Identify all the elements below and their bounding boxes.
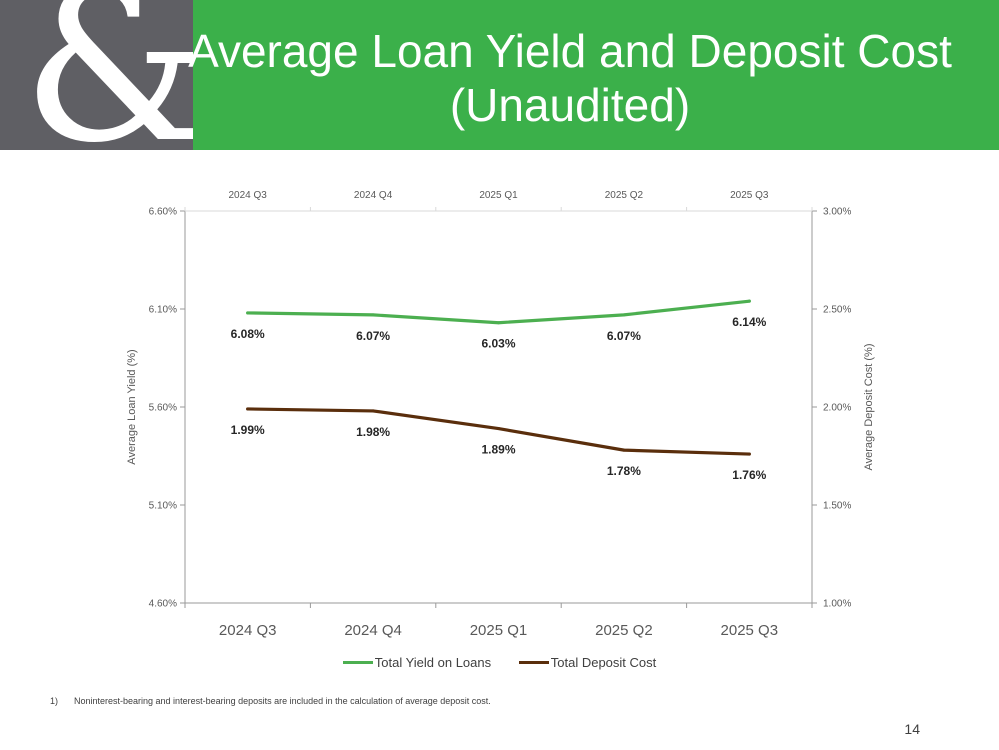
- top-category-label: 2024 Q3: [229, 190, 268, 201]
- data-point-deposits: [622, 448, 626, 452]
- data-point-deposits: [497, 427, 500, 431]
- chart-legend: Total Yield on Loans Total Deposit Cost: [0, 652, 999, 670]
- right-y-axis-title: Average Deposit Cost (%): [863, 344, 875, 471]
- data-point-loans: [497, 321, 500, 325]
- header-banner: & Average Loan Yield and Deposit Cost (U…: [0, 0, 999, 150]
- x-category-label: 2024 Q4: [344, 622, 402, 639]
- data-point-loans: [246, 311, 250, 315]
- series-line-loans: [246, 299, 751, 325]
- legend-swatch-loans: [342, 661, 373, 664]
- x-category-label: 2025 Q3: [721, 622, 779, 639]
- data-point-deposits: [747, 452, 751, 456]
- legend-item-deposits: Total Deposit Cost: [518, 655, 657, 670]
- footnote-marker: 1): [50, 696, 59, 706]
- ampersand-logo-icon: &: [22, 0, 193, 150]
- data-label-deposits: 1.76%: [732, 468, 766, 482]
- data-point-loans: [747, 299, 751, 303]
- left-y-tick-label: 5.60%: [149, 403, 177, 414]
- legend-label-loans: Total Yield on Loans: [374, 655, 492, 670]
- logo: &: [0, 0, 193, 150]
- footnote: 1) Noninterest-bearing and interest-beari…: [50, 696, 491, 706]
- data-point-deposits: [246, 407, 250, 411]
- left-y-tick-label: 6.60%: [149, 207, 177, 218]
- data-point-loans: [622, 313, 626, 317]
- slide-title-line2: (Unaudited): [449, 79, 691, 131]
- top-category-label: 2025 Q3: [730, 190, 769, 201]
- data-label-deposits: 1.98%: [356, 425, 390, 439]
- data-label-deposits: 1.78%: [607, 464, 641, 478]
- legend-label-deposits: Total Deposit Cost: [550, 655, 657, 670]
- left-y-tick-label: 6.10%: [149, 305, 177, 316]
- data-point-deposits: [371, 409, 375, 413]
- data-label-loans: 6.03%: [481, 337, 515, 351]
- legend-swatch-deposits: [518, 661, 549, 664]
- x-category-label: 2025 Q2: [595, 622, 653, 639]
- left-y-tick-label: 5.10%: [149, 501, 177, 512]
- data-label-deposits: 1.89%: [481, 443, 515, 457]
- left-y-tick-label: 4.60%: [149, 599, 177, 610]
- right-y-tick-label: 3.00%: [823, 207, 851, 218]
- data-label-loans: 6.08%: [231, 327, 265, 341]
- x-category-label: 2025 Q1: [470, 622, 528, 639]
- data-label-loans: 6.14%: [732, 315, 766, 329]
- right-y-tick-label: 1.00%: [823, 599, 851, 610]
- top-category-label: 2024 Q4: [354, 190, 393, 201]
- legend-item-loans: Total Yield on Loans: [342, 655, 492, 670]
- top-category-label: 2025 Q1: [479, 190, 518, 201]
- right-y-tick-label: 1.50%: [823, 501, 851, 512]
- data-label-deposits: 1.99%: [231, 423, 265, 437]
- right-y-tick-label: 2.50%: [823, 305, 851, 316]
- x-category-label: 2024 Q3: [219, 622, 277, 639]
- data-label-loans: 6.07%: [356, 329, 390, 343]
- data-point-loans: [371, 313, 375, 317]
- data-label-loans: 6.07%: [607, 329, 641, 343]
- slide-title: Average Loan Yield and Deposit Cost (Una…: [145, 24, 995, 132]
- top-category-label: 2025 Q2: [605, 190, 644, 201]
- page-number: 14: [904, 721, 920, 737]
- slide-title-line1: Average Loan Yield and Deposit Cost: [188, 25, 952, 77]
- left-y-axis-title: Average Loan Yield (%): [126, 349, 138, 464]
- right-y-tick-label: 2.00%: [823, 403, 851, 414]
- footnote-text: Noninterest-bearing and interest-bearing…: [74, 696, 491, 706]
